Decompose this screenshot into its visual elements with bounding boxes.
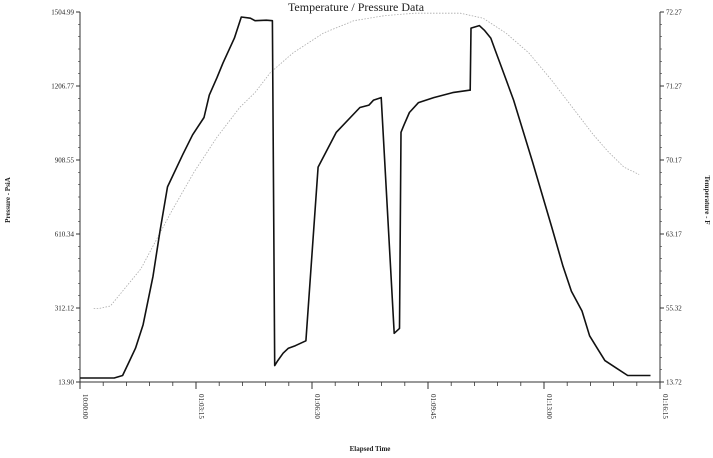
y2-tick-label: 55.32	[666, 304, 682, 312]
y2-axis-ticks: 13.72 55.32 63.17 70.17 71.27 72.27	[660, 9, 682, 387]
y-tick-label: 312.12	[55, 304, 75, 312]
y-tick-label: 908.55	[55, 157, 75, 165]
y2-tick-label: 70.17	[666, 157, 682, 165]
x-axis-title: Elapsed Time	[350, 445, 391, 453]
x-tick-label: 01:16:15	[661, 394, 669, 419]
y-axis-title: Pressure - PsiA	[4, 177, 12, 223]
x-tick-label: 01:03:15	[197, 394, 205, 419]
x-tick-label: 01:13:00	[545, 394, 553, 419]
y2-tick-label: 71.27	[666, 83, 682, 91]
y-tick-label: 1206.77	[51, 83, 74, 91]
x-tick-label: 01:09:45	[429, 394, 437, 419]
y-axis-ticks: 13.90 312.12 610.34 908.55 1206.77 1504.99	[51, 9, 662, 387]
x-tick-label: 10:00:00	[81, 394, 89, 419]
y2-tick-label: 63.17	[666, 230, 682, 238]
y2-tick-label: 72.27	[666, 9, 682, 17]
x-axis-ticks: 10:00:00 01:03:15 01:06:30 01:09:45 01:13:00…	[79, 382, 669, 419]
temperature-series-line	[93, 12, 640, 309]
x-tick-label: 01:06:30	[313, 394, 321, 419]
pressure-series-line	[80, 16, 651, 379]
y-tick-label: 1504.99	[51, 9, 74, 17]
chart-title: Temperature / Pressure Data	[288, 0, 425, 14]
y-tick-label: 13.90	[58, 379, 74, 387]
y-tick-label: 610.34	[55, 230, 75, 238]
y2-axis-title: Temperature - F	[703, 176, 711, 225]
y2-tick-label: 13.72	[666, 379, 682, 387]
